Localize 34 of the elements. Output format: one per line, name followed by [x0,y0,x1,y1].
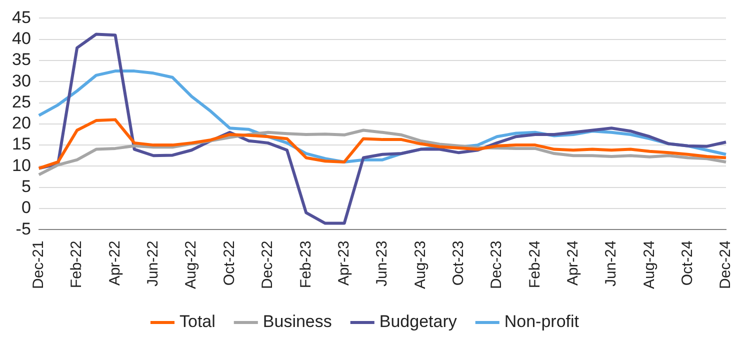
x-tick-label: Jun-22 [144,240,162,287]
x-tick-label: Aug-22 [182,240,200,290]
x-tick-label: Oct-24 [678,240,696,286]
y-tick-label: 30 [12,71,31,90]
legend-label: Non-profit [504,312,580,332]
y-tick-label: 5 [21,177,31,196]
legend-label: Budgetary [379,312,458,332]
x-tick-label: Apr-24 [564,240,582,286]
x-tick-label: Oct-23 [450,240,467,286]
x-tick-label: Aug-24 [640,240,658,290]
x-tick-label: Feb-24 [526,240,544,288]
x-tick-label: Feb-22 [68,240,86,288]
legend-label: Business [262,312,332,332]
x-tick-label: Dec-21 [30,240,48,289]
x-tick-label: Jun-24 [602,240,620,287]
y-tick-label: 15 [12,134,31,154]
legend-label: Total [179,312,216,332]
y-tick-label: 20 [12,114,31,133]
x-tick-label: Apr-22 [106,240,124,286]
y-tick-label: 40 [12,29,31,48]
x-tick-label: Jun-23 [374,240,391,287]
y-tick-label: 0 [21,198,31,218]
x-tick-label: Oct-22 [220,240,238,286]
x-tick-label: Aug-23 [412,240,429,290]
x-tick-label: Dec-22 [259,240,276,289]
y-tick-label: 35 [12,50,31,70]
x-tick-label: Feb-23 [297,240,314,288]
y-tick-label: 45 [12,8,31,27]
y-tick-label: 25 [12,92,31,112]
y-tick-label: 10 [12,156,31,175]
x-tick-label: Dec-24 [717,240,734,289]
x-tick-label: Dec-23 [488,240,506,289]
y-tick-label: -5 [16,219,31,238]
x-tick-label: Apr-23 [335,240,352,286]
